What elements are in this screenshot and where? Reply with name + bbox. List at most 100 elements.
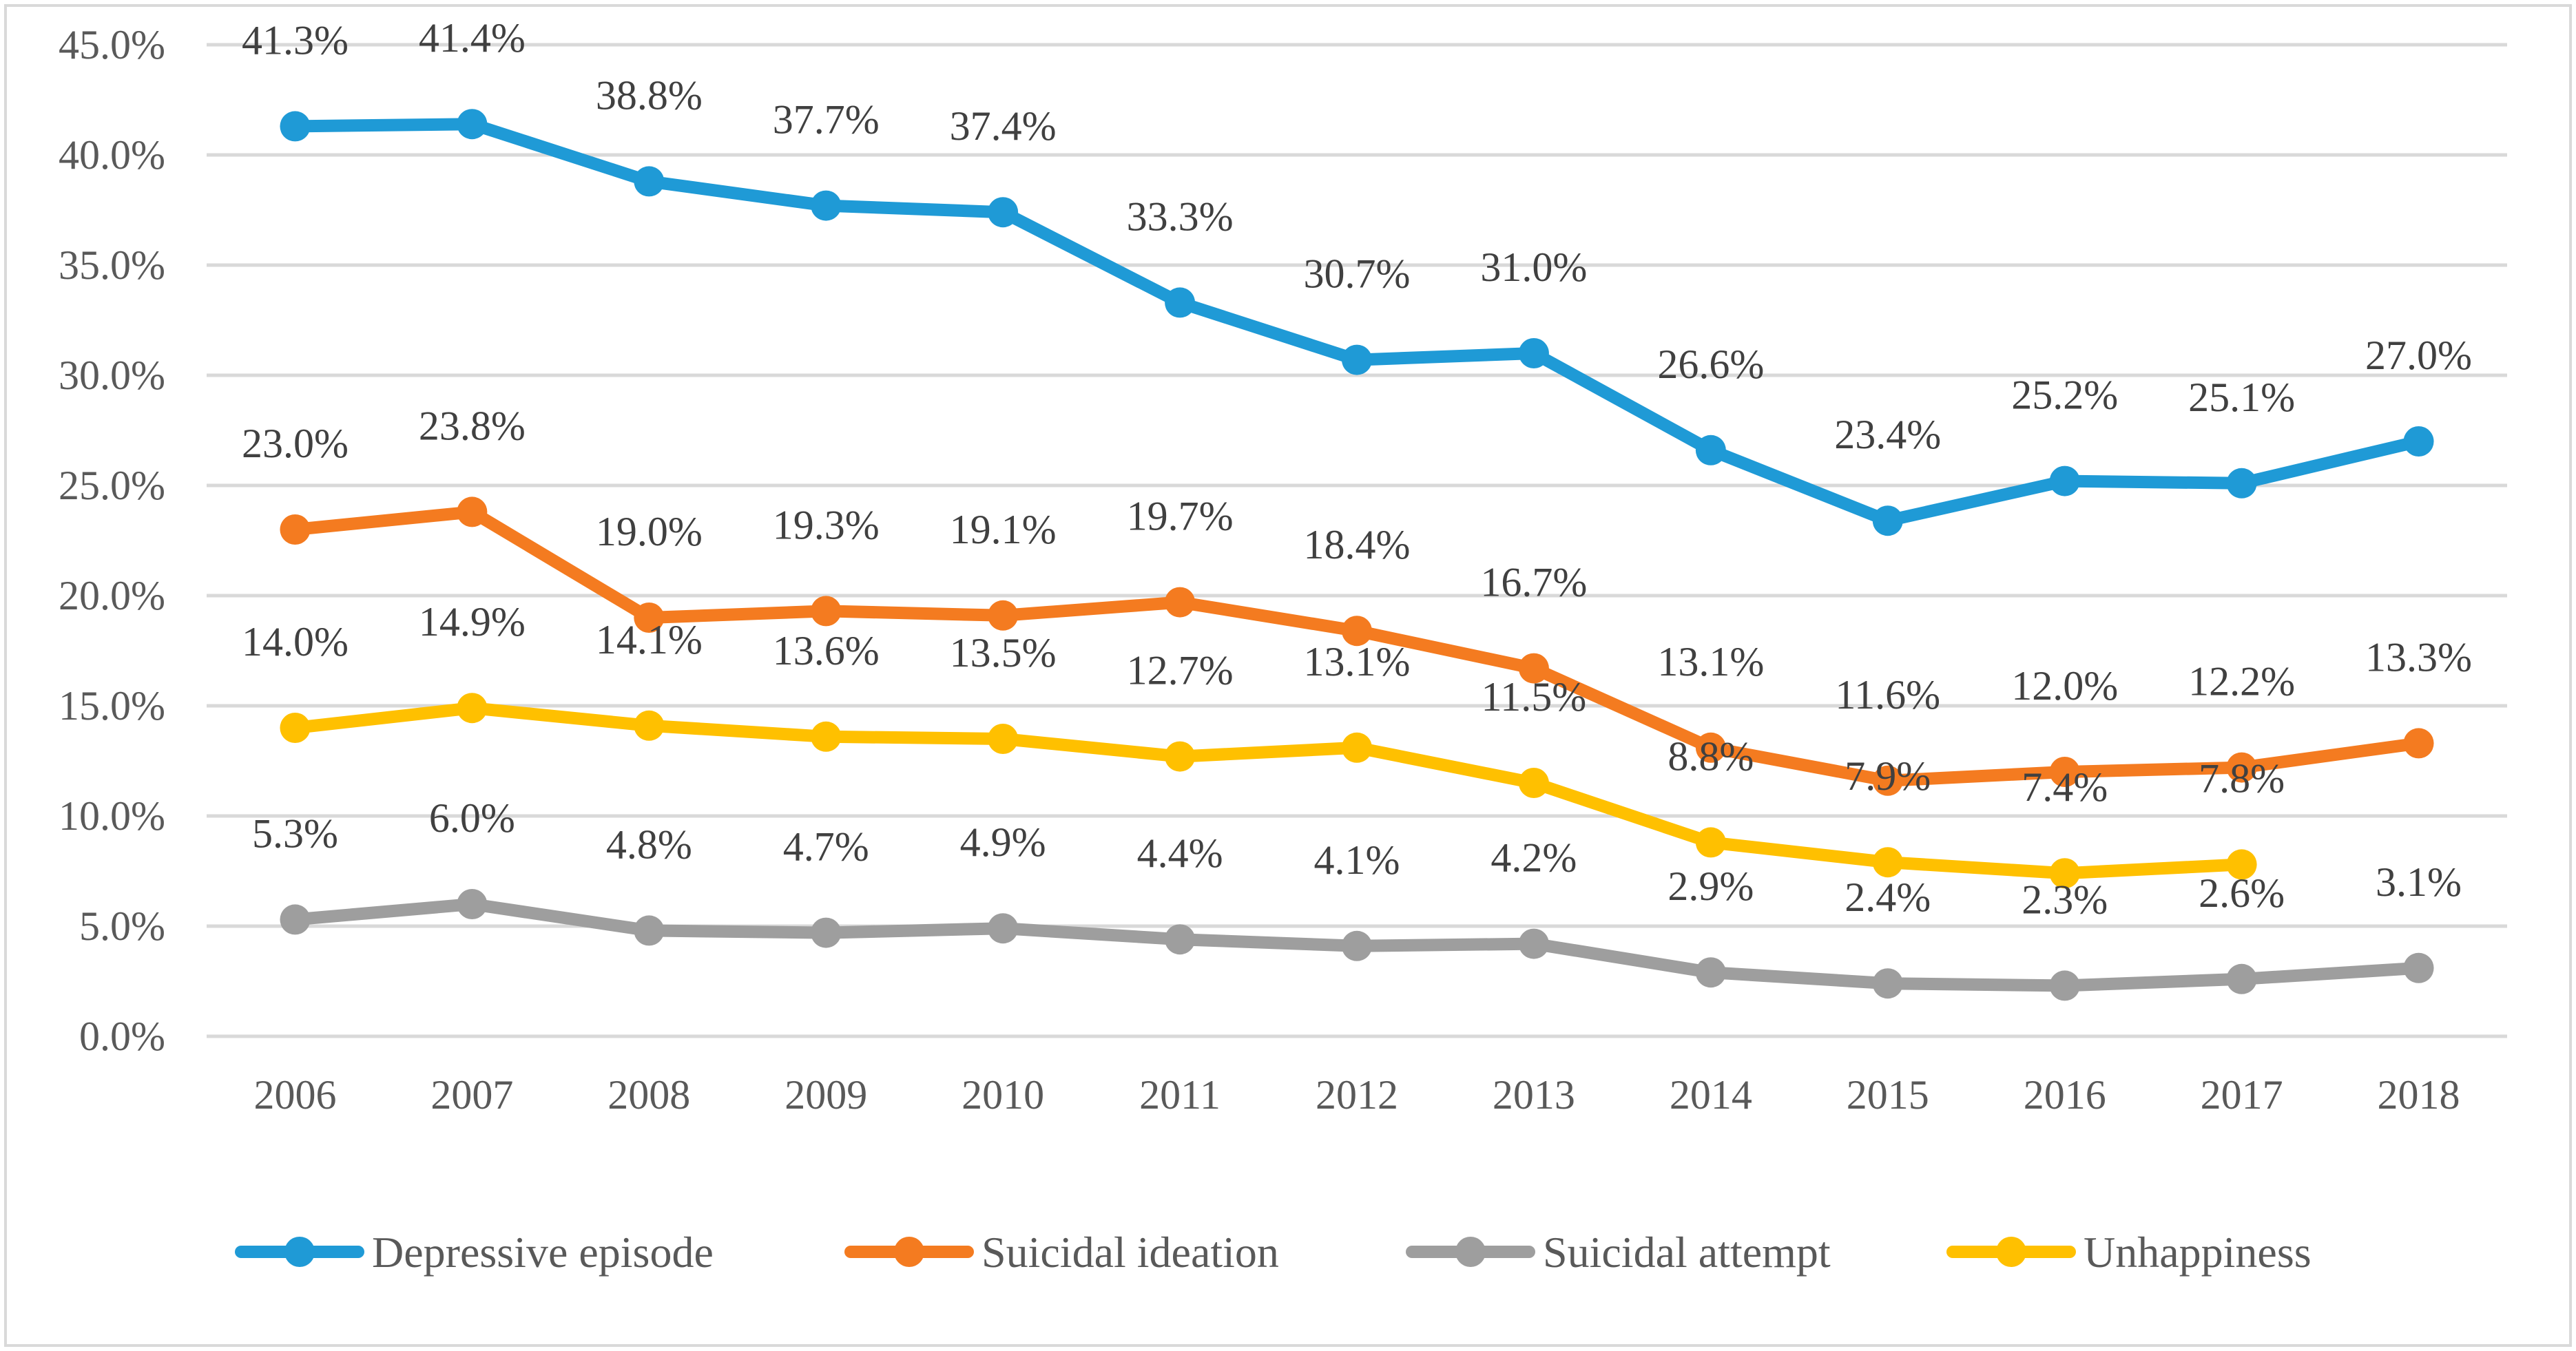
data-label: 12.7% xyxy=(1127,648,1234,693)
y-tick-label: 45.0% xyxy=(59,22,165,67)
y-tick-label: 25.0% xyxy=(59,463,165,508)
data-label: 33.3% xyxy=(1127,193,1234,239)
data-point xyxy=(1695,827,1726,858)
data-label: 4.2% xyxy=(1490,835,1577,881)
data-label: 37.4% xyxy=(950,103,1057,149)
x-tick-label: 2015 xyxy=(1847,1072,1929,1118)
data-label: 2.6% xyxy=(2199,870,2285,916)
data-label: 12.0% xyxy=(2011,663,2118,709)
data-label: 4.1% xyxy=(1314,837,1400,883)
data-point xyxy=(1872,847,1903,878)
data-label: 19.3% xyxy=(773,502,880,547)
data-point xyxy=(2049,757,2080,787)
data-label: 2.9% xyxy=(1668,863,1754,909)
data-point xyxy=(457,889,488,919)
data-point xyxy=(2226,963,2257,994)
data-label: 25.1% xyxy=(2188,375,2295,420)
legend-marker xyxy=(1455,1237,1486,1267)
data-point xyxy=(811,917,842,948)
data-label: 38.8% xyxy=(596,72,703,118)
data-label: 13.1% xyxy=(1657,639,1764,684)
axes: 0.0% 5.0% 10.0% 15.0% 20.0% 25.0% 30.0% 35.0% 40… xyxy=(59,22,2460,1118)
data-point xyxy=(811,596,842,627)
data-point xyxy=(2226,468,2257,499)
data-point xyxy=(988,913,1019,944)
series-line xyxy=(289,702,2248,880)
data-label: 11.5% xyxy=(1482,674,1587,720)
data-label: 19.7% xyxy=(1127,494,1234,539)
y-tick-label: 5.0% xyxy=(79,903,165,949)
legend-marker xyxy=(1996,1237,2026,1267)
x-tick-label: 2013 xyxy=(1493,1072,1575,1118)
data-label: 4.8% xyxy=(606,821,692,867)
data-point xyxy=(2049,465,2080,496)
data-point xyxy=(1695,434,1726,465)
data-point xyxy=(1518,338,1549,368)
legend: Depressive episode Suicidal ideation Suici… xyxy=(235,1228,2312,1277)
data-point xyxy=(2049,858,2080,889)
x-tick-label: 2008 xyxy=(607,1072,690,1118)
data-point xyxy=(457,496,488,527)
data-label: 25.2% xyxy=(2011,373,2118,418)
x-tick-label: 2009 xyxy=(785,1072,867,1118)
data-point xyxy=(1165,741,1196,772)
data-label: 13.1% xyxy=(1304,639,1411,684)
x-tick-label: 2012 xyxy=(1316,1072,1398,1118)
data-point xyxy=(2403,952,2434,983)
data-label: 4.4% xyxy=(1137,830,1223,876)
x-tick-label: 2018 xyxy=(2378,1072,2460,1118)
x-tick-label: 2011 xyxy=(1139,1072,1221,1118)
data-label: 8.8% xyxy=(1668,733,1754,779)
data-point xyxy=(1518,768,1549,798)
data-label: 4.9% xyxy=(960,819,1046,865)
data-label: 5.3% xyxy=(252,810,338,856)
data-label: 14.0% xyxy=(242,619,349,664)
data-label: 7.4% xyxy=(2022,764,2108,810)
legend-marker xyxy=(894,1237,924,1267)
data-label: 7.9% xyxy=(1845,753,1931,799)
data-point xyxy=(1342,616,1372,647)
data-point xyxy=(811,721,842,752)
data-label: 16.7% xyxy=(1480,560,1587,605)
data-label: 41.3% xyxy=(242,17,349,63)
data-point xyxy=(457,693,488,724)
data-point xyxy=(1872,765,1903,796)
data-label: 23.0% xyxy=(242,421,349,466)
data-label: 18.4% xyxy=(1304,522,1411,567)
legend-label: Suicidal attempt xyxy=(1543,1228,1831,1277)
data-label: 13.6% xyxy=(773,628,880,673)
data-point xyxy=(988,600,1019,631)
data-label: 19.1% xyxy=(950,507,1057,552)
x-tick-label: 2007 xyxy=(430,1072,513,1118)
data-point xyxy=(457,109,488,140)
x-tick-label: 2010 xyxy=(962,1072,1044,1118)
data-label: 19.0% xyxy=(596,509,703,554)
data-point xyxy=(988,197,1019,228)
data-label: 13.5% xyxy=(950,630,1057,676)
data-label: 23.4% xyxy=(1834,412,1941,457)
data-point xyxy=(2226,849,2257,880)
y-tick-label: 35.0% xyxy=(59,242,165,288)
data-label: 11.6% xyxy=(1835,672,1940,718)
data-point xyxy=(811,190,842,221)
y-tick-label: 10.0% xyxy=(59,793,165,839)
data-point xyxy=(988,724,1019,754)
data-label: 13.3% xyxy=(2365,634,2472,680)
x-tick-label: 2016 xyxy=(2024,1072,2106,1118)
data-label: 27.0% xyxy=(2365,333,2472,378)
data-point xyxy=(2049,970,2080,1001)
legend-marker xyxy=(284,1237,315,1267)
legend-label: Unhappiness xyxy=(2084,1228,2312,1277)
chart-border xyxy=(4,4,2572,1347)
data-point xyxy=(1518,653,1549,684)
data-label: 3.1% xyxy=(2376,859,2462,905)
data-label: 4.7% xyxy=(783,824,869,870)
data-label: 14.1% xyxy=(596,617,703,662)
data-label: 7.8% xyxy=(2199,755,2285,801)
y-tick-label: 30.0% xyxy=(59,353,165,398)
data-point xyxy=(1695,957,1726,988)
data-label: 6.0% xyxy=(429,795,515,841)
data-point xyxy=(280,713,311,743)
